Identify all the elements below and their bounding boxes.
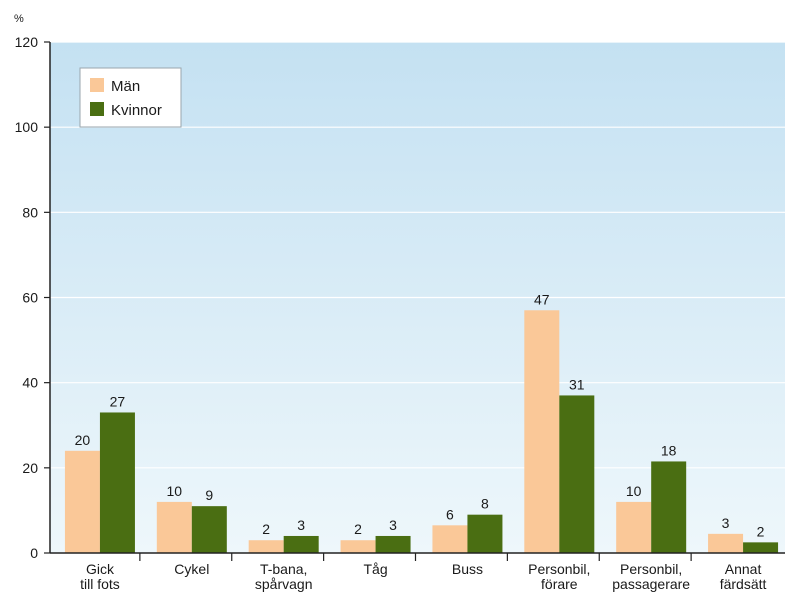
data-label: 31 bbox=[569, 376, 585, 392]
data-label: 18 bbox=[661, 442, 677, 458]
legend-label-man: Män bbox=[111, 78, 140, 95]
legend-swatch-kvinnor bbox=[90, 102, 104, 116]
category-label: spårvagn bbox=[255, 576, 313, 592]
data-label: 3 bbox=[389, 517, 397, 533]
category-label: Personbil, bbox=[528, 561, 590, 577]
y-tick-label: 20 bbox=[22, 460, 38, 476]
y-unit-label: % bbox=[14, 13, 24, 25]
bar-kvinnor bbox=[651, 461, 687, 553]
y-tick-label: 100 bbox=[15, 119, 39, 135]
data-label: 2 bbox=[354, 521, 362, 537]
bar-man bbox=[708, 533, 744, 553]
legend-label-kvinnor: Kvinnor bbox=[111, 102, 162, 119]
data-label: 2 bbox=[757, 523, 765, 539]
legend: Män Kvinnor bbox=[79, 67, 182, 128]
bar-man bbox=[248, 540, 284, 553]
y-tick-label: 0 bbox=[30, 545, 38, 561]
grid-lines bbox=[50, 41, 785, 469]
bars bbox=[64, 310, 779, 553]
bar-man bbox=[432, 525, 468, 553]
data-label: 20 bbox=[75, 432, 91, 448]
category-label: Annat bbox=[725, 561, 762, 577]
y-tick-label: 40 bbox=[22, 375, 38, 391]
data-label: 3 bbox=[722, 515, 730, 531]
bar-kvinnor bbox=[191, 506, 227, 553]
y-tick-label: 80 bbox=[22, 204, 38, 220]
data-label: 8 bbox=[481, 496, 489, 512]
y-tick-label: 60 bbox=[22, 290, 38, 306]
data-label: 27 bbox=[110, 393, 126, 409]
category-label: färdsätt bbox=[720, 576, 767, 592]
bar-kvinnor bbox=[559, 395, 595, 553]
category-label: Personbil, bbox=[620, 561, 682, 577]
bar-kvinnor bbox=[375, 535, 411, 553]
bar-kvinnor bbox=[743, 542, 779, 553]
bar-man bbox=[64, 450, 100, 553]
data-label: 9 bbox=[205, 487, 213, 503]
bar-kvinnor bbox=[283, 535, 319, 553]
bar-man bbox=[524, 310, 560, 553]
category-label: Cykel bbox=[174, 561, 209, 577]
category-label: Gick bbox=[86, 561, 115, 577]
data-label: 10 bbox=[167, 483, 183, 499]
category-label: förare bbox=[541, 576, 578, 592]
category-label: passagerare bbox=[612, 576, 690, 592]
legend-swatch-man bbox=[90, 78, 104, 92]
category-label: T-bana, bbox=[260, 561, 307, 577]
bar-man bbox=[156, 501, 192, 553]
bar-kvinnor bbox=[99, 412, 135, 553]
bar-man bbox=[340, 540, 376, 553]
bar-man bbox=[616, 501, 652, 553]
data-label: 6 bbox=[446, 506, 454, 522]
y-tick-label: 120 bbox=[15, 34, 39, 50]
category-label: Buss bbox=[452, 561, 483, 577]
y-axis-ticks: 0 20 40 60 80 100 120 bbox=[15, 34, 51, 561]
data-label: 2 bbox=[262, 521, 270, 537]
legend-box bbox=[79, 67, 182, 128]
bar-kvinnor bbox=[467, 514, 503, 553]
data-label: 47 bbox=[534, 291, 550, 307]
data-label: 10 bbox=[626, 483, 642, 499]
category-label: till fots bbox=[80, 576, 120, 592]
data-labels: 20 27 10 9 2 3 2 3 6 8 47 31 10 18 3 2 bbox=[75, 291, 765, 539]
x-axis-tick-marks bbox=[139, 553, 692, 561]
category-label: Tåg bbox=[364, 561, 388, 577]
data-label: 3 bbox=[297, 517, 305, 533]
